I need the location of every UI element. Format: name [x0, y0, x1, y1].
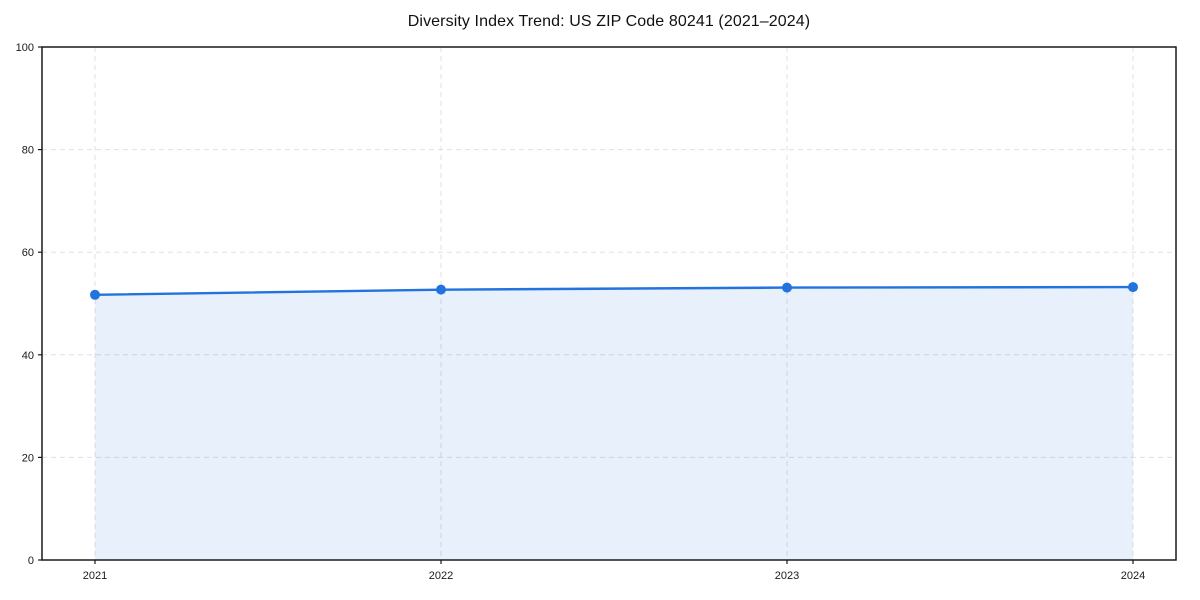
data-point-2023 — [782, 282, 792, 293]
data-point-2022 — [436, 284, 446, 295]
data-point-2021 — [90, 289, 100, 300]
y-tick-label: 80 — [22, 145, 34, 157]
x-tick-label: 2023 — [775, 570, 799, 582]
y-tick-label: 40 — [22, 350, 34, 362]
x-tick-label: 2022 — [429, 570, 453, 582]
trend-line — [93, 285, 1135, 296]
y-tick-label: 0 — [28, 555, 34, 567]
y-tick-label: 20 — [22, 452, 34, 464]
y-tick-label: 60 — [22, 247, 34, 259]
x-tick-label: 2024 — [1121, 570, 1145, 582]
chart-title: Diversity Index Trend: US ZIP Code 80241… — [407, 13, 811, 30]
x-tick-label: 2021 — [83, 570, 107, 582]
axes-box — [41, 46, 1177, 561]
area-fill — [95, 287, 1133, 560]
y-tick-label: 100 — [16, 42, 34, 54]
plot-background — [42, 47, 1176, 560]
data-point-2024 — [1128, 282, 1138, 293]
